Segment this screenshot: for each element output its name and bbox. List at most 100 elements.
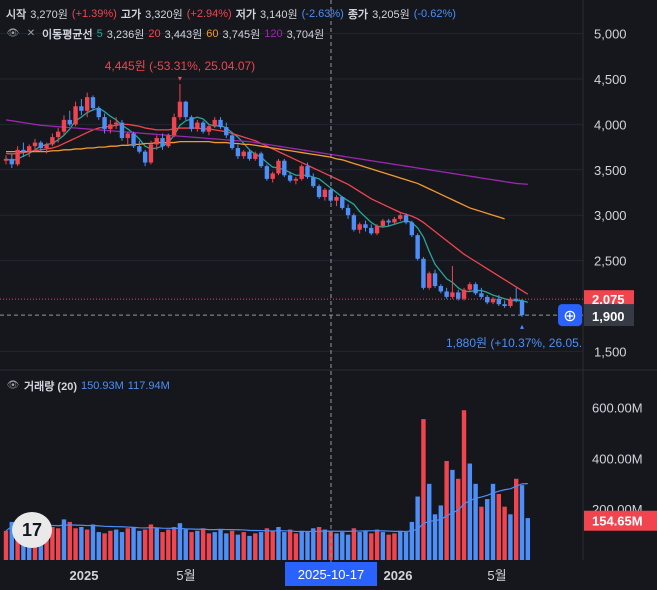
candle-body (26, 146, 32, 152)
volume-bar (137, 530, 142, 560)
crosshair-price-badge (584, 304, 634, 327)
candle-body (38, 142, 43, 149)
candle-body (160, 138, 165, 147)
candle-body (131, 133, 136, 147)
volume-last-badge (584, 510, 657, 531)
volume-bar (235, 534, 241, 560)
candle-body (108, 124, 113, 129)
volume-bar (218, 529, 223, 560)
volume-bar (363, 530, 368, 560)
candle-body (473, 284, 478, 294)
x-tick-label: 2026 (384, 568, 413, 583)
candle-body (479, 293, 484, 297)
volume-bar (73, 528, 78, 560)
volume-bar (386, 534, 391, 560)
visibility-icon[interactable]: 👁 (6, 28, 20, 39)
candle-body (392, 218, 397, 223)
volume-bar (270, 530, 275, 560)
candle-body (490, 298, 496, 303)
close-label: 종가 (347, 9, 369, 21)
candle-body (258, 153, 264, 167)
ma60-period: 60 (206, 28, 219, 40)
candle-body (363, 224, 368, 228)
candle-body (79, 106, 84, 111)
candle-body (137, 146, 142, 152)
candle-body (311, 177, 316, 187)
volume-bar (206, 533, 212, 560)
candle-body (299, 166, 304, 179)
volume-bar (345, 534, 351, 560)
open-value: 3,270원 (30, 9, 68, 21)
volume-bar (55, 528, 61, 560)
candle-body (322, 189, 328, 198)
ma20-line (5, 123, 529, 295)
volume-bar (108, 530, 113, 560)
volume-bar (311, 528, 316, 560)
candle-body (15, 149, 20, 165)
x-tick-label: 5월 (487, 568, 506, 583)
price-tick-label: 4,500 (594, 72, 627, 87)
price-tick-label: 4,000 (594, 117, 627, 132)
candle-body (432, 273, 438, 287)
volume-bar (171, 527, 177, 560)
candle-body (508, 298, 513, 306)
candle-body (374, 226, 380, 234)
volume-bar (142, 529, 148, 560)
candle-body (282, 160, 287, 176)
candle-body (496, 298, 502, 305)
volume-bar (514, 478, 519, 560)
volume-last-label: 154.65M (592, 514, 643, 529)
volume-bar (195, 530, 200, 560)
candle-body (467, 284, 473, 290)
candle-body (502, 304, 507, 306)
crosshair-date-label: 2025-10-17 (298, 567, 365, 582)
candle-body (421, 258, 426, 288)
volume-bar (456, 478, 461, 560)
volume-bar (79, 527, 84, 560)
volume-bar (90, 524, 96, 560)
volume-bar (444, 461, 449, 560)
volume-bar (357, 532, 362, 560)
low-label: 저가 (235, 9, 256, 21)
candle-body (293, 178, 299, 181)
candle-body (55, 131, 61, 138)
visibility-icon[interactable]: 👁 (6, 380, 20, 391)
candle-body (218, 119, 223, 128)
ma120-period: 120 (264, 28, 283, 40)
close-icon[interactable]: ✕ (26, 28, 36, 39)
volume-bar (328, 530, 333, 560)
candle-body (166, 135, 171, 147)
high-change: (+2.94%) (186, 8, 232, 20)
candle-body (177, 101, 183, 118)
candle-body (73, 106, 78, 125)
ma60-line (6, 141, 505, 220)
open-change: (+1.39%) (71, 8, 117, 20)
candle-body (485, 296, 490, 303)
candle-body (125, 133, 130, 139)
candle-body (369, 227, 374, 234)
volume-bar (508, 514, 513, 560)
candle-body (50, 137, 55, 145)
price-tick-label: 1,500 (594, 344, 627, 359)
last-price-label: 2,075 (592, 292, 625, 307)
candle-body (32, 142, 38, 147)
high-label: 고가 (120, 9, 142, 21)
candle-body (450, 292, 455, 297)
high-marker: ▾ (178, 74, 182, 83)
candle-body (154, 138, 159, 145)
volume-bar (490, 483, 496, 560)
candle-body (253, 153, 258, 159)
volume-bar (479, 506, 484, 560)
ma120-line (5, 119, 528, 185)
candle-body (9, 158, 14, 165)
volume-bar (113, 529, 119, 560)
volume-bar (322, 529, 328, 560)
volume-bar (519, 485, 525, 560)
volume-bar (166, 529, 171, 560)
candle-body (96, 108, 101, 118)
candle-body (44, 144, 49, 149)
candle-body (61, 119, 67, 132)
candle-body (398, 215, 403, 219)
ma120-value: 3,704원 (286, 29, 325, 41)
